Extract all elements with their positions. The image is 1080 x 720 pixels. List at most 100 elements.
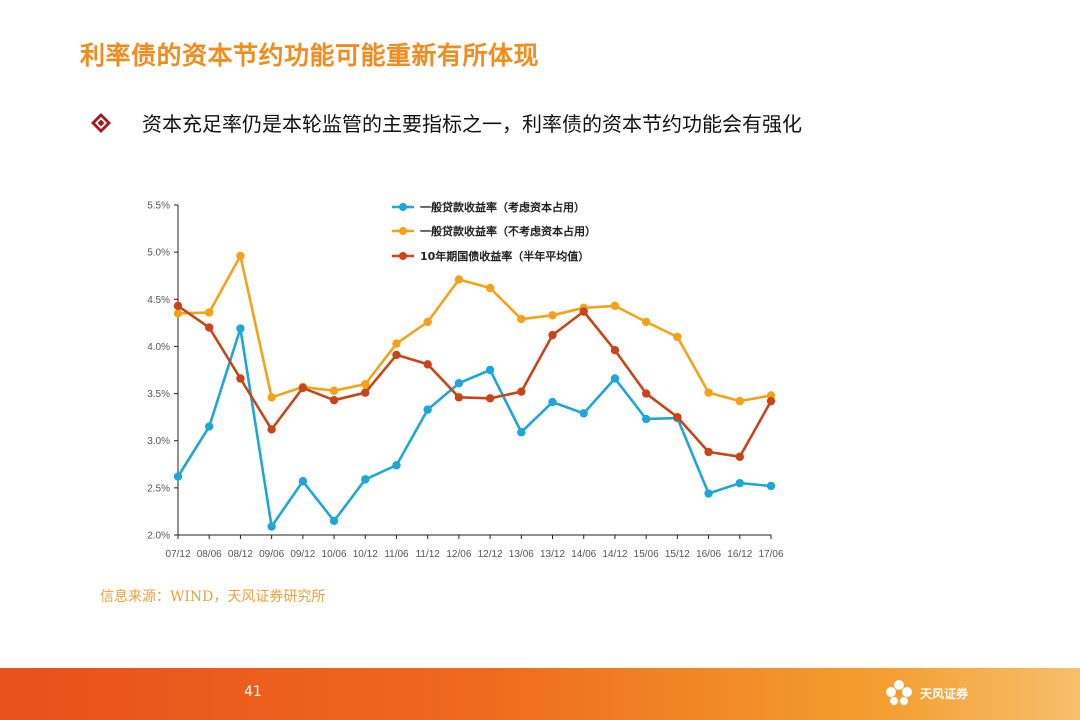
x-tick-label: 12/12 [478, 549, 503, 560]
series-1-point [267, 522, 276, 531]
x-tick-label: 16/12 [727, 549, 752, 560]
series-3-point [236, 374, 245, 383]
series-1-point [704, 489, 713, 498]
x-tick-label: 13/06 [509, 549, 534, 560]
series-2-point [205, 308, 214, 317]
series-1-point [329, 516, 339, 526]
series-1-point [236, 324, 245, 333]
series-1-point [454, 379, 464, 388]
series-1-point [423, 405, 432, 414]
x-tick-label: 07/12 [165, 549, 190, 560]
series-1-point [173, 472, 183, 481]
source-note: 信息来源：WIND，天风证券研究所 [100, 589, 326, 605]
x-tick-label: 11/12 [416, 549, 441, 560]
series-2-point [517, 314, 526, 324]
series-1-point [548, 397, 557, 407]
series-2-point [267, 393, 276, 402]
bullet-point: 资本充足率仍是本轮监管的主要指标之一，利率债的资本节约功能会有强化 [90, 108, 802, 137]
x-tick-label: 10/12 [353, 549, 378, 560]
x-tick-label: 16/06 [696, 549, 721, 560]
series-2-point [454, 275, 464, 284]
x-tick-label: 10/06 [322, 549, 347, 560]
x-tick-label: 09/12 [290, 549, 315, 560]
legend-swatch-marker [399, 252, 407, 260]
series-line-2 [177, 254, 772, 403]
y-tick-label: 5.0% [147, 248, 170, 259]
y-tick-label: 2.5% [147, 483, 170, 494]
legend-label: 一般贷款收益率（考虑资本占用） [420, 200, 585, 214]
flower-logo-icon [885, 680, 912, 705]
series-1-point [205, 422, 214, 431]
x-tick-label: 12/06 [446, 549, 471, 560]
series-1-point [641, 414, 651, 424]
series-2-point [173, 309, 183, 318]
series-3-point [610, 346, 620, 355]
series-3-point [267, 425, 276, 434]
series-3-point [735, 452, 744, 461]
series-3-point [205, 323, 214, 332]
series-3-point [454, 393, 464, 402]
y-tick-label: 3.5% [147, 389, 170, 400]
series-3-point [423, 360, 432, 369]
legend-label: 10年期国债收益率（半年平均值） [420, 249, 589, 263]
series-2-point [236, 251, 245, 261]
x-tick-label: 09/06 [259, 549, 284, 560]
x-tick-label: 08/12 [228, 549, 253, 560]
series-2-point [548, 311, 557, 320]
series-2-point [392, 339, 401, 348]
series-2-point [423, 317, 432, 327]
x-tick-label: 14/06 [571, 549, 596, 560]
series-1-point [298, 477, 308, 486]
series-3-point [361, 388, 370, 397]
series-1-point [610, 374, 620, 383]
series-2-point [610, 301, 620, 311]
series-line-3 [177, 304, 773, 459]
series-3-point [173, 301, 183, 311]
footer-band: 41 天风证券 [0, 668, 1080, 720]
series-3-point [548, 330, 557, 340]
series-3-point [766, 396, 776, 406]
series-2-point [704, 388, 713, 397]
x-tick-label: 14/12 [602, 549, 627, 560]
series-1-point [392, 461, 401, 470]
x-tick-label: 15/12 [665, 549, 690, 560]
series-2-point [641, 317, 651, 327]
series-3-point [704, 447, 713, 457]
footer-accent-panel [880, 668, 1080, 720]
series-line-1 [176, 327, 772, 528]
series-1-point [766, 481, 776, 491]
x-tick-label: 15/06 [634, 549, 659, 560]
series-2-point [361, 379, 370, 389]
series-3-point [641, 389, 651, 398]
series-1-point [361, 475, 370, 484]
page-number: 41 [244, 684, 262, 700]
series-3-point [673, 412, 682, 422]
series-2-point [735, 396, 744, 406]
series-1-point [579, 409, 588, 418]
x-tick-label: 11/06 [384, 549, 409, 560]
series-3-point [517, 387, 526, 396]
y-tick-label: 4.5% [147, 295, 170, 306]
slide-title: 利率债的资本节约功能可能重新有所体现 [80, 41, 540, 70]
series-1-point [485, 365, 495, 375]
series-3-point [329, 395, 339, 405]
legend-swatch-marker [399, 203, 407, 211]
series-3-point [485, 394, 495, 403]
company-logo: 天风证券 [882, 676, 968, 710]
series-3-point [298, 383, 308, 393]
y-tick-label: 4.0% [147, 342, 170, 353]
bullet-text: 资本充足率仍是本轮监管的主要指标之一，利率债的资本节约功能会有强化 [142, 112, 802, 136]
series-2-point [329, 386, 339, 395]
legend-label: 一般贷款收益率（不考虑资本占用） [420, 224, 596, 238]
x-tick-label: 13/12 [540, 549, 565, 560]
y-tick-label: 5.5% [147, 201, 170, 212]
series-1-point [735, 478, 744, 488]
logo-text: 天风证券 [919, 686, 968, 701]
series-2-point [485, 283, 495, 293]
legend-swatch-marker [399, 227, 407, 235]
series-1-point [517, 428, 526, 437]
y-tick-label: 2.0% [147, 531, 170, 542]
series-3-point [392, 350, 401, 360]
diamond-bullet-icon [91, 112, 111, 133]
